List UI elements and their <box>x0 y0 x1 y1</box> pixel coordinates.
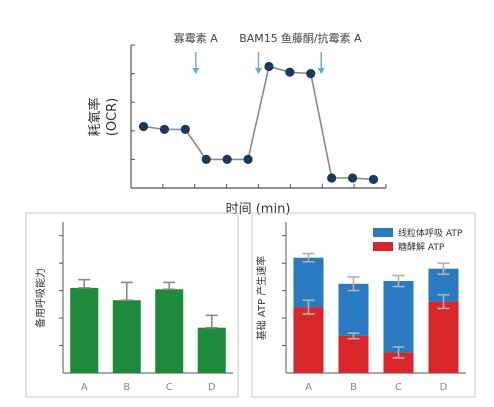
ocr-point <box>180 124 190 134</box>
injection-label: BAM15 <box>239 32 278 45</box>
atp-error-bar-B-series-0 <box>347 332 360 340</box>
atp-bar-C-series-0 <box>383 352 414 373</box>
atp-error-bar-D-series-0 <box>437 293 450 310</box>
atp-error-bars <box>302 252 450 359</box>
legend-label-mito: 线粒体呼吸 ATP <box>398 227 463 239</box>
ocr-point <box>368 174 379 185</box>
ocr-point <box>327 173 337 183</box>
spare-x-tick-labels: A B C D <box>81 382 216 393</box>
injection-label: 鱼藤酮/抗霉素 A <box>281 31 362 45</box>
spare-bars <box>70 287 226 373</box>
atp-y-ticks <box>282 235 286 347</box>
atp-x-tick-label: D <box>440 382 448 393</box>
ocr-point <box>222 154 232 164</box>
spare-capacity-panel <box>25 212 239 398</box>
injection-arrow-head <box>192 68 200 74</box>
atp-bar-A-series-1 <box>293 257 324 308</box>
ocr-point <box>138 121 149 132</box>
atp-error-bar-A-series-0 <box>302 299 315 315</box>
ocr-y-ticks <box>131 44 135 189</box>
spare-x-tick-label: C <box>166 382 173 393</box>
legend-swatch-glyco <box>373 242 393 251</box>
spare-capacity-chart: A B C D 备用呼吸能力 <box>34 222 233 393</box>
spare-error-bar-B <box>120 281 133 302</box>
atp-bar-B-series-0 <box>338 335 369 373</box>
spare-error-bar-C <box>163 281 176 291</box>
spare-bar-D <box>197 327 226 373</box>
atp-x-tick-label: C <box>395 382 402 393</box>
spare-y-ticks <box>59 235 63 347</box>
ocr-point <box>285 67 295 77</box>
ocr-annotations: 寡霉素 A BAM15 鱼藤酮/抗霉素 A <box>174 31 362 74</box>
atp-error-bar-C-series-0 <box>392 346 405 359</box>
atp-y-axis-label: 基础 ATP 产生速率 <box>255 256 268 341</box>
atp-bar-A-series-0 <box>293 307 324 373</box>
spare-error-bar-D <box>205 314 218 329</box>
spare-bar-C <box>155 289 184 373</box>
injection-annotation-3: 鱼藤酮/抗霉素 A <box>281 31 362 74</box>
atp-error-bar-B-series-1 <box>347 276 360 292</box>
spare-error-bar-A <box>78 278 91 289</box>
atp-error-bar-D-series-1 <box>437 262 450 275</box>
ocr-point <box>306 69 316 79</box>
ocr-point <box>159 124 170 134</box>
atp-legend: 线粒体呼吸 ATP 糖酵解 ATP <box>373 227 463 253</box>
ocr-point <box>201 154 211 164</box>
ocr-line-chart: 寡霉素 A BAM15 鱼藤酮/抗霉素 A 时间 (min) 耗氧率 (OCR) <box>87 31 387 217</box>
ocr-y-axis-label-line1: 耗氧率 <box>87 97 103 136</box>
ocr-x-ticks <box>130 184 387 188</box>
legend-label-glyco: 糖酵解 ATP <box>398 241 445 253</box>
spare-bar-A <box>70 287 99 373</box>
ocr-points <box>138 61 379 185</box>
atp-bar-C-series-1 <box>383 281 414 353</box>
injection-arrow-head <box>255 68 262 74</box>
spare-y-axis-label: 备用呼吸能力 <box>34 268 47 328</box>
atp-x-tick-label: A <box>305 382 312 393</box>
spare-x-tick-label: A <box>81 382 88 393</box>
injection-annotation-1: 寡霉素 A <box>174 31 218 74</box>
injection-arrow-head <box>317 68 325 74</box>
ocr-series-line <box>143 65 374 181</box>
atp-bar-B-series-1 <box>338 283 369 336</box>
injection-label: 寡霉素 A <box>174 31 218 45</box>
atp-error-bar-C-series-1 <box>392 274 405 288</box>
ocr-x-axis-label: 时间 (min) <box>226 202 291 217</box>
ocr-point <box>264 61 274 72</box>
ocr-point <box>347 173 358 183</box>
ocr-point <box>243 154 253 164</box>
atp-panel <box>251 212 476 398</box>
spare-x-tick-label: B <box>123 382 130 393</box>
atp-chart: A B C D 基础 ATP 产生速率 线粒体呼吸 ATP 糖酵解 ATP <box>255 222 466 393</box>
atp-error-bar-A-series-1 <box>302 252 315 263</box>
atp-bars <box>293 257 459 373</box>
spare-bar-B <box>112 300 141 373</box>
atp-x-tick-labels: A B C D <box>305 382 448 393</box>
spare-error-bars <box>78 278 218 329</box>
legend-swatch-mito <box>373 228 393 237</box>
atp-x-tick-label: B <box>350 382 357 393</box>
injection-annotation-2: BAM15 <box>239 32 278 74</box>
ocr-y-axis-label-line2: (OCR) <box>105 98 120 137</box>
atp-bar-D-series-0 <box>428 301 459 373</box>
spare-x-tick-label: D <box>208 382 216 393</box>
